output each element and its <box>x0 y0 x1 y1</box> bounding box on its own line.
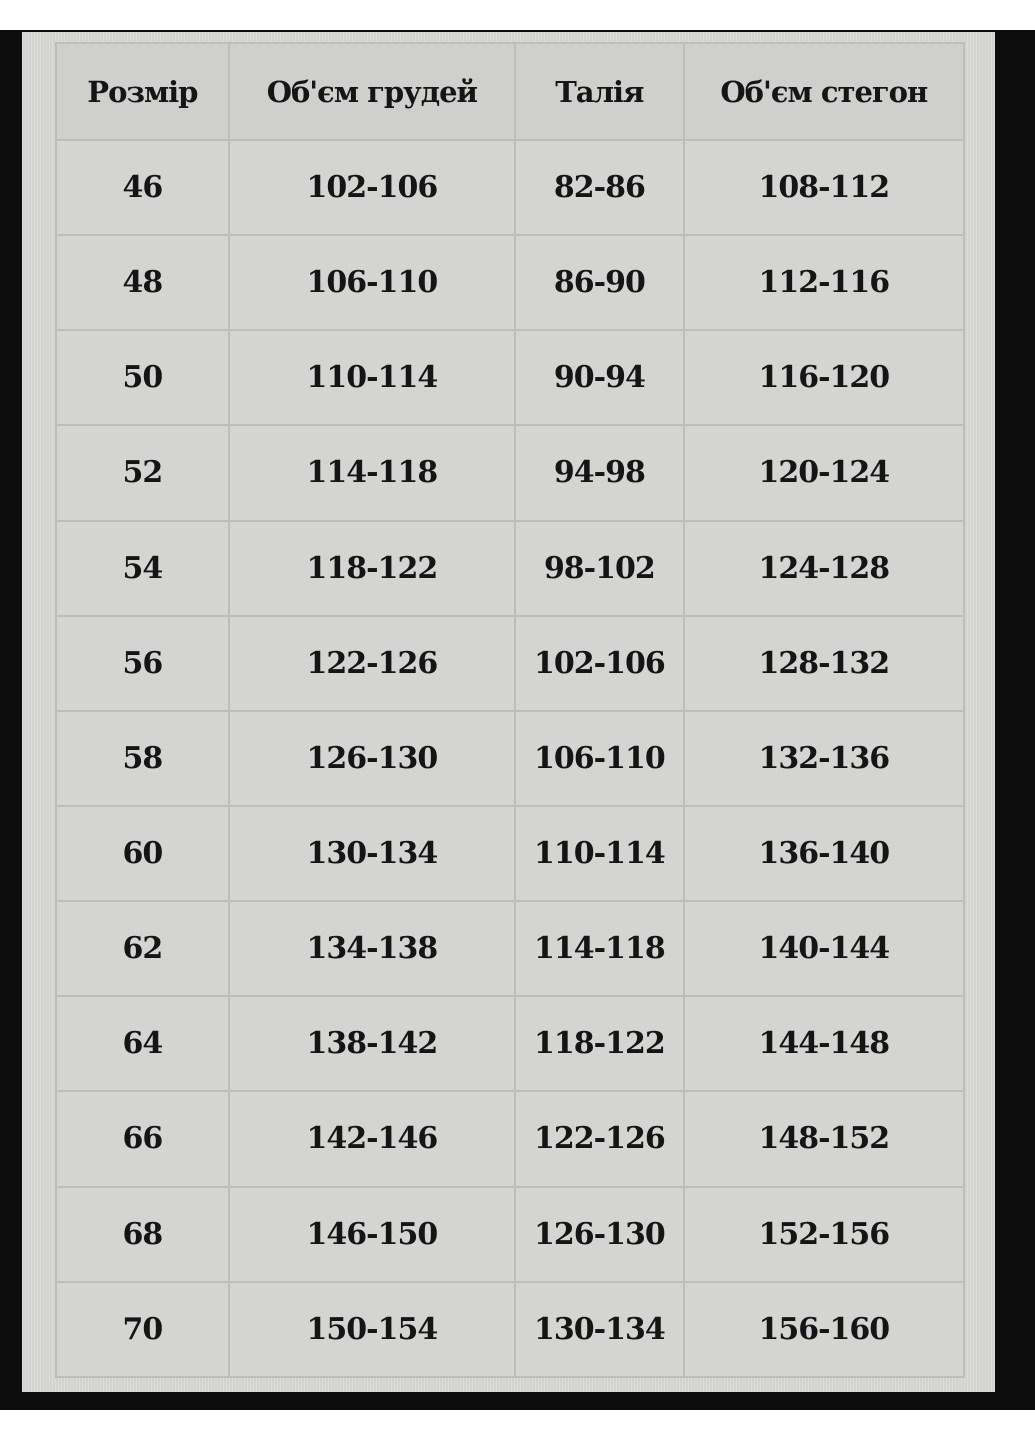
waist-cell: 114-118 <box>514 900 685 998</box>
size-cell: 64 <box>55 995 230 1093</box>
size-cell: 68 <box>55 1185 230 1283</box>
hips-cell: 124-128 <box>682 519 966 617</box>
screen: Розмір Об'єм грудей Талія Об'єм стегон 4… <box>22 32 995 1392</box>
size-cell: 46 <box>55 138 230 237</box>
header-row: Розмір Об'єм грудей Талія Об'єм стегон <box>55 42 966 141</box>
waist-cell: 82-86 <box>514 138 685 237</box>
table-row: 46 102-106 82-86 108-112 <box>55 138 966 237</box>
hips-cell: 108-112 <box>682 138 966 237</box>
table-row: 50 110-114 90-94 116-120 <box>55 329 966 427</box>
bust-cell: 110-114 <box>227 329 517 427</box>
bust-cell: 122-126 <box>227 614 517 712</box>
hips-cell: 148-152 <box>682 1090 966 1188</box>
size-cell: 70 <box>55 1280 230 1379</box>
hips-cell: 140-144 <box>682 900 966 998</box>
bust-cell: 150-154 <box>227 1280 517 1379</box>
size-cell: 54 <box>55 519 230 617</box>
hips-cell: 144-148 <box>682 995 966 1093</box>
hips-cell: 132-136 <box>682 709 966 807</box>
waist-cell: 130-134 <box>514 1280 685 1379</box>
hips-cell: 136-140 <box>682 804 966 903</box>
header-bust: Об'єм грудей <box>227 42 517 141</box>
size-chart-table: Розмір Об'єм грудей Талія Об'єм стегон 4… <box>55 42 966 1379</box>
bust-cell: 118-122 <box>227 519 517 617</box>
size-cell: 66 <box>55 1090 230 1188</box>
table-row: 54 118-122 98-102 124-128 <box>55 519 966 617</box>
table-row: 62 134-138 114-118 140-144 <box>55 900 966 998</box>
table-row: 66 142-146 122-126 148-152 <box>55 1090 966 1188</box>
table-row: 60 130-134 110-114 136-140 <box>55 804 966 903</box>
table-row: 56 122-126 102-106 128-132 <box>55 614 966 712</box>
hips-cell: 152-156 <box>682 1185 966 1283</box>
table-row: 70 150-154 130-134 156-160 <box>55 1280 966 1379</box>
header-size: Розмір <box>55 42 230 141</box>
hips-cell: 120-124 <box>682 424 966 522</box>
size-cell: 58 <box>55 709 230 807</box>
bust-cell: 126-130 <box>227 709 517 807</box>
size-cell: 62 <box>55 900 230 998</box>
size-cell: 52 <box>55 424 230 522</box>
table-row: 52 114-118 94-98 120-124 <box>55 424 966 522</box>
size-cell: 48 <box>55 234 230 332</box>
bust-cell: 102-106 <box>227 138 517 237</box>
bust-cell: 106-110 <box>227 234 517 332</box>
table-row: 48 106-110 86-90 112-116 <box>55 234 966 332</box>
hips-cell: 112-116 <box>682 234 966 332</box>
table-row: 68 146-150 126-130 152-156 <box>55 1185 966 1283</box>
bust-cell: 146-150 <box>227 1185 517 1283</box>
hips-cell: 156-160 <box>682 1280 966 1379</box>
waist-cell: 94-98 <box>514 424 685 522</box>
waist-cell: 122-126 <box>514 1090 685 1188</box>
bust-cell: 142-146 <box>227 1090 517 1188</box>
waist-cell: 86-90 <box>514 234 685 332</box>
bust-cell: 134-138 <box>227 900 517 998</box>
hips-cell: 128-132 <box>682 614 966 712</box>
waist-cell: 90-94 <box>514 329 685 427</box>
waist-cell: 102-106 <box>514 614 685 712</box>
table-row: 58 126-130 106-110 132-136 <box>55 709 966 807</box>
size-cell: 56 <box>55 614 230 712</box>
waist-cell: 98-102 <box>514 519 685 617</box>
waist-cell: 110-114 <box>514 804 685 903</box>
waist-cell: 126-130 <box>514 1185 685 1283</box>
header-waist: Талія <box>514 42 685 141</box>
bust-cell: 130-134 <box>227 804 517 903</box>
bust-cell: 138-142 <box>227 995 517 1093</box>
size-cell: 50 <box>55 329 230 427</box>
table-row: 64 138-142 118-122 144-148 <box>55 995 966 1093</box>
hips-cell: 116-120 <box>682 329 966 427</box>
waist-cell: 106-110 <box>514 709 685 807</box>
header-hips: Об'єм стегон <box>682 42 966 141</box>
bust-cell: 114-118 <box>227 424 517 522</box>
waist-cell: 118-122 <box>514 995 685 1093</box>
size-cell: 60 <box>55 804 230 903</box>
